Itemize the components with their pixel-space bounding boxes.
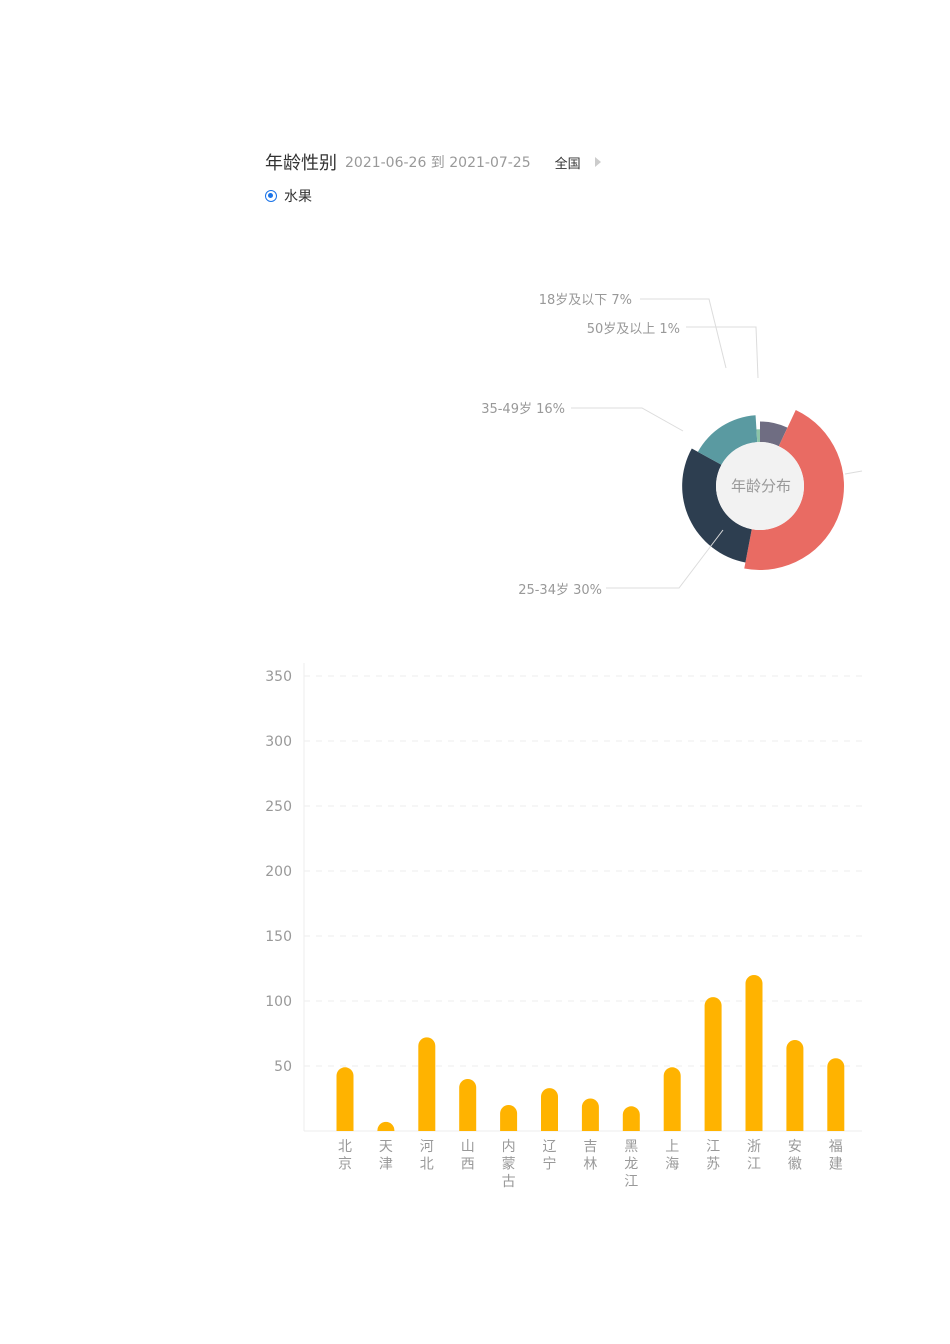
pie-slice bbox=[744, 409, 845, 570]
pie-slice bbox=[697, 415, 758, 465]
x-tick-label: 河北 bbox=[420, 1139, 434, 1173]
pie-slice-label: 18岁及以下 7% bbox=[539, 293, 632, 308]
region-selector[interactable]: 全国 bbox=[555, 153, 601, 172]
x-tick-label: 山西 bbox=[461, 1139, 475, 1173]
header: 年龄性别 2021-06-26 到 2021-07-25 全国 bbox=[265, 148, 601, 176]
pie-slice-label: 35-49岁 16% bbox=[481, 402, 565, 417]
bar bbox=[459, 1079, 477, 1131]
x-tick-label: 天津 bbox=[379, 1139, 393, 1173]
bar bbox=[704, 997, 722, 1131]
caret-right-icon bbox=[594, 157, 601, 167]
product-filter-option[interactable]: 水果 bbox=[265, 186, 312, 206]
bar bbox=[541, 1088, 558, 1131]
y-tick-label: 150 bbox=[265, 929, 292, 945]
bar bbox=[418, 1037, 436, 1131]
pie-center bbox=[716, 442, 804, 530]
x-tick-label: 黑龙江 bbox=[624, 1139, 638, 1190]
pie-slice bbox=[760, 421, 788, 447]
x-tick-label: 吉林 bbox=[583, 1139, 597, 1173]
pie-slice bbox=[682, 448, 752, 563]
y-tick-label: 200 bbox=[265, 864, 292, 880]
y-tick-label: 350 bbox=[265, 669, 292, 685]
x-tick-label: 安徽 bbox=[788, 1139, 802, 1173]
date-range: 2021-06-26 到 2021-07-25 bbox=[345, 155, 531, 171]
pie-label-line bbox=[571, 407, 684, 432]
bar bbox=[786, 1040, 804, 1131]
bar bbox=[336, 1067, 354, 1131]
bar bbox=[827, 1058, 845, 1131]
region-label: 全国 bbox=[554, 156, 581, 172]
y-tick-label: 250 bbox=[265, 799, 292, 815]
page-title: 年龄性别 bbox=[265, 153, 337, 174]
pie-slice-label: 50岁及以上 1% bbox=[587, 322, 680, 337]
product-filter-label: 水果 bbox=[284, 189, 312, 205]
y-tick-label: 100 bbox=[265, 994, 292, 1010]
x-tick-label: 浙江 bbox=[747, 1139, 761, 1173]
radio-selected-icon[interactable] bbox=[265, 190, 277, 202]
pie-label-line bbox=[640, 298, 727, 369]
x-tick-label: 上海 bbox=[665, 1139, 679, 1173]
pie-center-label: 年龄分布 bbox=[731, 477, 791, 495]
x-tick-label: 北京 bbox=[338, 1139, 352, 1173]
y-tick-label: 50 bbox=[274, 1059, 292, 1075]
x-tick-label: 江苏 bbox=[706, 1139, 720, 1173]
pie-label-line bbox=[686, 326, 759, 379]
y-tick-label: 300 bbox=[265, 734, 292, 750]
bar bbox=[622, 1106, 640, 1131]
pie-slice-label: 25-34岁 30% bbox=[518, 583, 602, 598]
bar bbox=[581, 1098, 599, 1131]
bar bbox=[500, 1105, 518, 1131]
bar bbox=[745, 975, 763, 1131]
pie-label-line bbox=[844, 470, 863, 475]
pie-label-line bbox=[606, 529, 724, 589]
bar bbox=[663, 1067, 681, 1131]
x-tick-label: 辽宁 bbox=[543, 1139, 557, 1173]
pie-slice bbox=[756, 429, 760, 443]
bar bbox=[377, 1121, 395, 1131]
x-tick-label: 福建 bbox=[829, 1139, 843, 1173]
x-tick-label: 内蒙古 bbox=[502, 1139, 516, 1190]
